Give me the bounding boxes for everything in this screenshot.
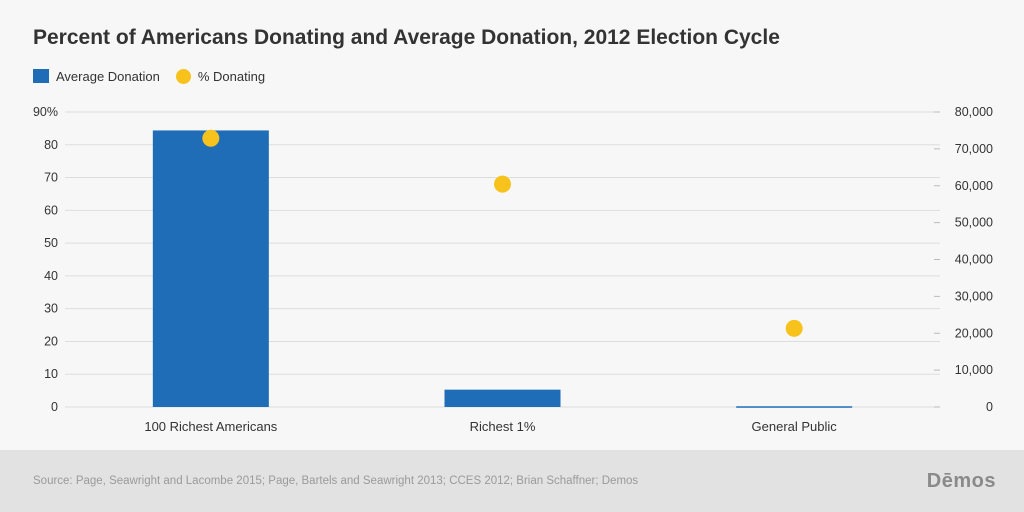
- chart-plot: 0 10 20 30 40 50 60 70 80 90% 0 10,000 20,000 30,000 4…: [33, 105, 993, 434]
- point: [494, 175, 511, 193]
- y-left-tick-label: 60: [44, 203, 58, 217]
- y-left-tick-label: 0: [51, 400, 58, 414]
- legend-swatch-bar: [33, 69, 49, 83]
- chart-title: Percent of Americans Donating and Averag…: [33, 26, 780, 49]
- footer: Source: Page, Seawright and Lacombe 2015…: [0, 450, 1024, 512]
- source-note: Source: Page, Seawright and Lacombe 2015…: [33, 475, 639, 487]
- y-right-tick-label: 80,000: [955, 105, 993, 119]
- y-left-tick-label: 10: [44, 367, 58, 381]
- bar: [444, 389, 561, 407]
- y-left-tick-label: 20: [44, 334, 58, 348]
- y-left-tick-label: 90%: [33, 105, 58, 119]
- y-right-tick-label: 30,000: [955, 289, 993, 303]
- brand-logo: Dēmos: [926, 470, 996, 492]
- legend-item-average-donation: Average Donation: [33, 69, 160, 84]
- y-left-tick-label: 70: [44, 171, 58, 185]
- y-right-tick-label: 0: [986, 400, 993, 414]
- y-left-tick-label: 80: [44, 138, 58, 152]
- y-right-tick-label: 60,000: [955, 179, 993, 193]
- x-category-label: Richest 1%: [470, 419, 536, 434]
- point: [202, 129, 220, 147]
- y-left-tick-label: 40: [44, 269, 58, 283]
- x-category-label: General Public: [752, 419, 838, 434]
- legend-item-percent-donating: % Donating: [175, 68, 266, 84]
- legend-label-average-donation: Average Donation: [56, 68, 160, 84]
- y-left-tick-label: 30: [44, 302, 58, 316]
- chart-legend: Average Donation % Donating: [33, 67, 281, 85]
- y-right-tick-label: 10,000: [955, 363, 993, 377]
- bar: [152, 130, 269, 407]
- y-right-tick-label: 50,000: [955, 216, 993, 230]
- bar: [736, 406, 853, 408]
- x-category-label: 100 Richest Americans: [144, 419, 277, 434]
- y-left-tick-label: 50: [44, 236, 58, 250]
- point: [785, 319, 803, 337]
- y-right-tick-label: 20,000: [955, 326, 993, 340]
- legend-swatch-dot: [175, 68, 191, 84]
- legend-label-percent-donating: % Donating: [197, 68, 266, 84]
- y-right-tick-label: 70,000: [955, 142, 993, 156]
- y-right-tick-label: 40,000: [955, 253, 993, 267]
